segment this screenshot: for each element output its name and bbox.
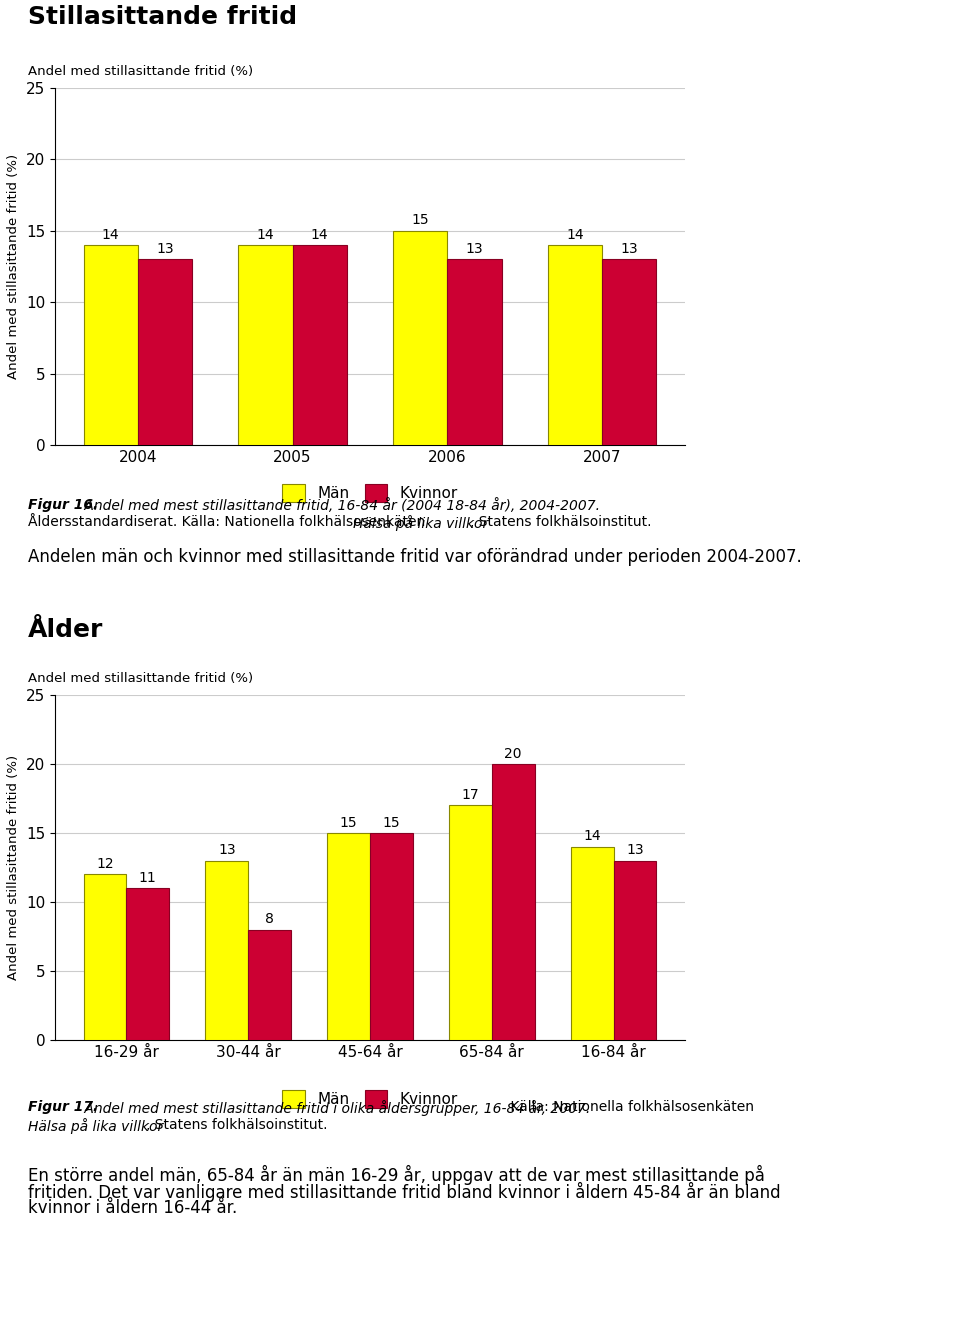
Text: Andel med stillasittande fritid (%): Andel med stillasittande fritid (%): [28, 65, 253, 78]
Bar: [548, 245, 602, 445]
Bar: [84, 874, 127, 1040]
Text: 13: 13: [626, 843, 644, 857]
Text: 15: 15: [412, 213, 429, 228]
Text: , Statens folkhälsoinstitut.: , Statens folkhälsoinstitut.: [146, 1118, 327, 1133]
Text: 15: 15: [382, 815, 400, 830]
Text: 17: 17: [462, 788, 479, 802]
Text: En större andel män, 65-84 år än män 16-29 år, uppgav att de var mest stillasitt: En större andel män, 65-84 år än män 16-…: [28, 1166, 765, 1185]
Text: , Statens folkhälsoinstitut.: , Statens folkhälsoinstitut.: [470, 515, 652, 529]
Bar: [571, 847, 613, 1040]
Text: 15: 15: [340, 815, 357, 830]
Text: 11: 11: [139, 871, 156, 885]
Legend: Män, Kvinnor: Män, Kvinnor: [282, 483, 458, 502]
Text: 14: 14: [566, 228, 584, 241]
Text: Ålder: Ålder: [28, 618, 104, 641]
Bar: [293, 245, 347, 445]
Text: Andel med stillasittande fritid (%): Andel med stillasittande fritid (%): [8, 154, 20, 379]
Text: Hälsa på lika villkor: Hälsa på lika villkor: [352, 515, 488, 531]
Text: 14: 14: [102, 228, 120, 241]
Text: 12: 12: [96, 857, 114, 871]
Bar: [327, 832, 370, 1040]
Text: Figur 16.: Figur 16.: [28, 498, 98, 512]
Bar: [84, 245, 138, 445]
Text: 14: 14: [256, 228, 275, 241]
Text: 13: 13: [620, 242, 638, 255]
Text: Figur 17.: Figur 17.: [28, 1100, 98, 1114]
Text: Andel med mest stillasittande fritid, 16-84 år (2004 18-84 år), 2004-2007.: Andel med mest stillasittande fritid, 16…: [80, 498, 600, 512]
Bar: [248, 930, 291, 1040]
Text: kvinnor i åldern 16-44 år.: kvinnor i åldern 16-44 år.: [28, 1198, 237, 1217]
Bar: [602, 259, 657, 445]
Text: Åldersstandardiserat. Källa: Nationella folkhälsosenkäten: Åldersstandardiserat. Källa: Nationella …: [28, 515, 430, 529]
Bar: [492, 764, 535, 1040]
Bar: [447, 259, 501, 445]
Text: 20: 20: [504, 747, 522, 760]
Text: Andel med stillasittande fritid (%): Andel med stillasittande fritid (%): [8, 755, 20, 980]
Text: 14: 14: [584, 830, 601, 843]
Text: Andel med stillasittande fritid (%): Andel med stillasittande fritid (%): [28, 672, 253, 685]
Text: Andel med mest stillasittande fritid i olika åldersgrupper, 16-84 år, 2007.: Andel med mest stillasittande fritid i o…: [80, 1100, 590, 1115]
Bar: [138, 259, 192, 445]
Bar: [370, 832, 413, 1040]
Text: Hälsa på lika villkor: Hälsa på lika villkor: [28, 1118, 163, 1134]
Text: Källa: Nationella folkhälsosenkäten: Källa: Nationella folkhälsosenkäten: [506, 1100, 758, 1114]
Bar: [238, 245, 293, 445]
Bar: [449, 806, 492, 1040]
Bar: [205, 860, 248, 1040]
Legend: Män, Kvinnor: Män, Kvinnor: [282, 1089, 458, 1109]
Bar: [127, 888, 169, 1040]
Text: fritiden. Det var vanligare med stillasittande fritid bland kvinnor i åldern 45-: fritiden. Det var vanligare med stillasi…: [28, 1181, 780, 1202]
Text: 13: 13: [466, 242, 483, 255]
Text: 14: 14: [311, 228, 328, 241]
Text: 13: 13: [218, 843, 235, 857]
Text: Stillasittande fritid: Stillasittande fritid: [28, 5, 298, 29]
Text: 13: 13: [156, 242, 174, 255]
Text: Andelen män och kvinnor med stillasittande fritid var oförändrad under perioden : Andelen män och kvinnor med stillasittan…: [28, 548, 802, 566]
Bar: [613, 860, 657, 1040]
Bar: [394, 230, 447, 445]
Text: 8: 8: [265, 913, 274, 926]
